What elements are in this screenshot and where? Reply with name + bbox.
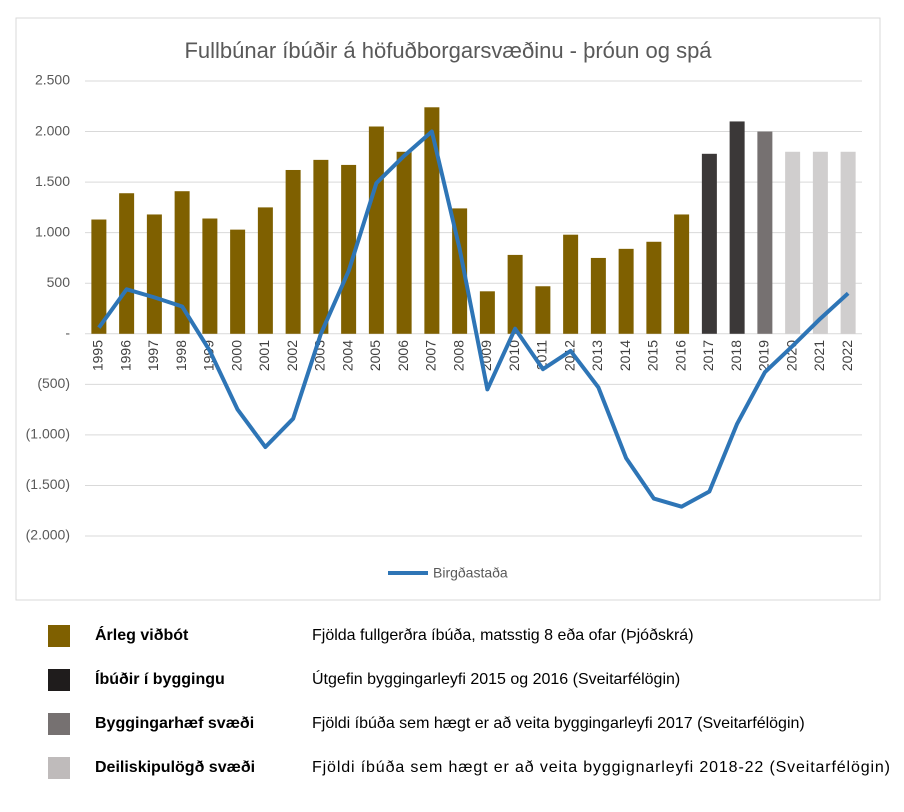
y-tick-label: (2.000)	[26, 527, 70, 543]
x-tick-label: 2012	[561, 340, 577, 371]
legend-table-swatch	[48, 713, 70, 735]
legend-table-label: Deiliskipulögð svæði	[95, 759, 255, 776]
bar	[563, 234, 579, 334]
bar	[729, 121, 745, 334]
x-tick-label: 2006	[395, 340, 411, 371]
bar	[812, 151, 828, 334]
x-tick-label: 2000	[228, 340, 244, 371]
x-tick-label: 2022	[839, 340, 855, 371]
legend-table-label: Árleg viðbót	[95, 625, 189, 644]
x-tick-label: 2021	[811, 340, 827, 371]
x-tick-label: 2016	[672, 340, 688, 371]
bar	[757, 131, 773, 334]
legend-label: Birgðastaða	[433, 565, 508, 581]
legend-table-label: Íbúðir í byggingu	[95, 669, 225, 688]
legend-table-label: Byggingarhæf svæði	[95, 715, 254, 732]
bar	[368, 126, 384, 334]
line-series	[97, 129, 850, 509]
x-tick-label: 2007	[423, 340, 439, 371]
x-tick-label: 2001	[256, 340, 272, 371]
y-tick-label: (1.500)	[26, 476, 70, 492]
x-tick-label: 1996	[117, 340, 133, 371]
x-tick-label: 2005	[367, 340, 383, 371]
legend-table-description: Fjöldi íbúða sem hægt er að veita byggig…	[312, 759, 890, 776]
x-tick-label: 1997	[145, 340, 161, 371]
y-tick-label: 500	[47, 274, 71, 290]
y-tick-label: 1.000	[35, 223, 70, 239]
x-tick-label: 2014	[617, 340, 633, 371]
legend-table-swatch	[48, 625, 70, 647]
bar	[424, 107, 440, 334]
x-tick-label: 2013	[589, 340, 605, 371]
bar	[285, 169, 301, 334]
y-tick-label: 2.000	[35, 122, 70, 138]
x-tick-label: 1999	[201, 340, 217, 371]
bar	[230, 229, 246, 334]
legend-table-description: Útgefin byggingarleyfi 2015 og 2016 (Sve…	[312, 669, 680, 688]
x-tick-label: 2019	[756, 340, 772, 371]
y-tick-label: -	[65, 324, 70, 340]
bar	[146, 214, 162, 334]
chart-title: Fullbúnar íbúðir á höfuðborgarsvæðinu - …	[184, 38, 712, 63]
legend-table-description: Fjölda fullgerðra íbúða, matsstig 8 eða …	[312, 627, 694, 644]
bar	[535, 286, 551, 334]
bar	[618, 248, 634, 334]
legend-table-swatch	[48, 669, 70, 691]
bar	[313, 159, 329, 334]
x-tick-label: 2018	[728, 340, 744, 371]
legend-table-description: Fjöldi íbúða sem hægt er að veita byggin…	[312, 715, 805, 732]
x-tick-label: 2008	[450, 340, 466, 371]
chart-frame	[15, 17, 881, 601]
y-tick-label: 2.500	[35, 72, 70, 88]
x-tick-label: 2020	[783, 340, 799, 371]
y-tick-label: (500)	[37, 375, 70, 391]
bar	[507, 254, 523, 334]
bar	[840, 151, 856, 334]
bar	[590, 257, 606, 334]
x-tick-label: 2015	[645, 340, 661, 371]
bar	[341, 164, 357, 334]
bar	[479, 291, 495, 334]
bar	[257, 207, 273, 334]
bar	[396, 151, 412, 334]
bar	[174, 191, 190, 334]
bar	[674, 214, 690, 334]
bar	[202, 218, 218, 334]
x-tick-label: 2010	[506, 340, 522, 371]
bar	[119, 193, 135, 334]
y-tick-label: (1.000)	[26, 426, 70, 442]
y-tick-label: 1.500	[35, 173, 70, 189]
x-tick-label: 1998	[173, 340, 189, 371]
x-tick-label: 1995	[90, 340, 106, 371]
legend-table-swatch	[48, 757, 70, 779]
x-tick-label: 2002	[284, 340, 300, 371]
x-tick-label: 2017	[700, 340, 716, 371]
x-tick-label: 2004	[339, 340, 355, 371]
bar	[646, 241, 662, 334]
bar	[701, 153, 717, 334]
bar	[91, 219, 107, 334]
bar	[785, 151, 801, 334]
